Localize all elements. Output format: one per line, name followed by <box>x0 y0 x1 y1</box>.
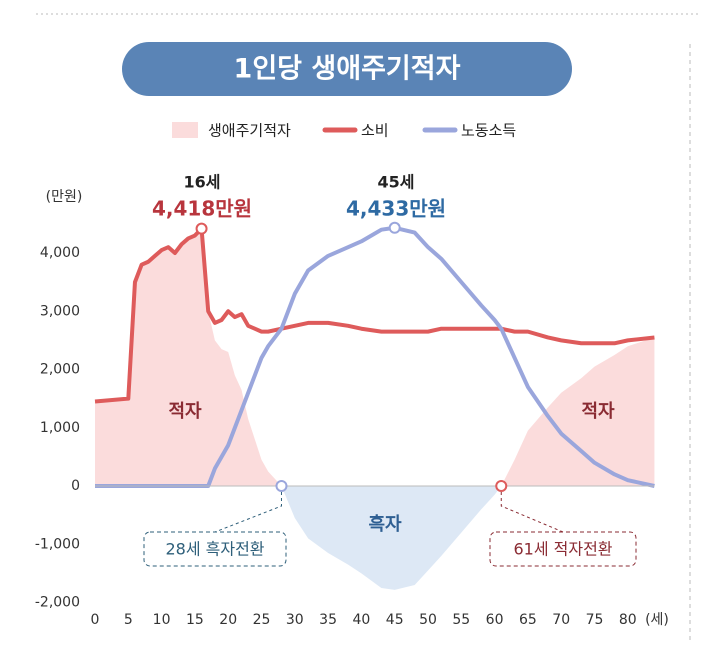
x-tick-label: 50 <box>419 612 437 628</box>
annotation: 16세 <box>184 173 221 192</box>
title-pill <box>122 42 572 96</box>
chart-title: 1인당 생애주기적자 <box>234 54 461 85</box>
marker <box>495 480 508 492</box>
y-tick-label: 3,000 <box>40 303 80 319</box>
x-tick-label: 70 <box>552 612 570 628</box>
marker <box>388 221 401 234</box>
callout <box>143 531 287 567</box>
area-positive <box>95 228 655 486</box>
x-tick-label: 20 <box>219 612 237 628</box>
legend-label: 소비 <box>361 122 389 140</box>
y-tick-label: -1,000 <box>35 536 80 552</box>
marker <box>275 480 288 492</box>
annotation: 적자 <box>168 401 202 422</box>
y-tick-label: 1,000 <box>40 420 80 436</box>
annotation: 4,418만원 <box>152 197 252 221</box>
marker <box>195 222 208 235</box>
annotation: 흑자 <box>368 513 402 535</box>
y-tick-label: 2,000 <box>40 362 80 378</box>
annotation: 45세 <box>378 173 415 192</box>
annotation: 28세 흑자전환 <box>165 540 264 559</box>
legend-label: 노동소득 <box>461 122 516 140</box>
annotation: 적자 <box>581 401 615 422</box>
x-tick-label: 25 <box>253 612 271 628</box>
x-tick-label: 30 <box>286 612 304 628</box>
x-tick-label: 55 <box>452 612 470 628</box>
leader <box>214 486 282 533</box>
x-tick-label: 45 <box>386 612 404 628</box>
x-tick-label: 60 <box>486 612 504 628</box>
x-tick-label: 40 <box>352 612 370 628</box>
annotation: 4,433만원 <box>346 197 446 221</box>
y-tick-label: 4,000 <box>40 245 80 261</box>
x-tick-label: 0 <box>91 612 100 628</box>
x-tick-label: 80 <box>619 612 637 628</box>
callout <box>489 531 637 567</box>
x-tick-label: 75 <box>586 612 604 628</box>
x-tick-label: 5 <box>124 612 133 628</box>
x-tick-label: 65 <box>519 612 537 628</box>
y-tick-label: 0 <box>71 478 80 494</box>
annotation: 61세 적자전환 <box>513 540 612 559</box>
y-unit: (만원) <box>46 189 83 205</box>
legend-label: 생애주기적자 <box>208 122 291 140</box>
x-unit: (세) <box>645 612 669 628</box>
x-tick-label: 35 <box>319 612 337 628</box>
x-tick-label: 10 <box>153 612 171 628</box>
y-tick-label: -2,000 <box>35 595 80 611</box>
area-negative <box>95 486 655 590</box>
x-tick-label: 15 <box>186 612 204 628</box>
legend-swatch <box>172 122 198 138</box>
leader <box>500 486 564 533</box>
